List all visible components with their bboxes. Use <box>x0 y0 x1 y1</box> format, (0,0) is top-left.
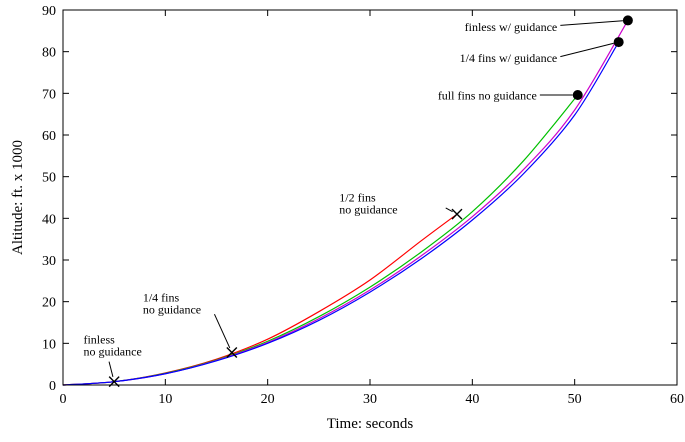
annotation-label: finless <box>83 332 115 346</box>
x-marker-stroke <box>108 376 120 388</box>
x-marker <box>108 376 120 388</box>
annotation-label: 1/4 fins <box>143 291 180 305</box>
annotation-label: no guidance <box>83 344 141 358</box>
x-marker <box>226 347 238 358</box>
y-tick-label: 0 <box>49 379 56 394</box>
series-line-2 <box>62 94 579 386</box>
annotation-label: 1/4 fins w/ guidance <box>460 51 558 65</box>
annotation-leader <box>108 361 114 377</box>
x-marker-stroke <box>451 208 463 220</box>
y-tick-label: 60 <box>42 129 56 144</box>
x-marker-stroke <box>226 347 238 358</box>
x-tick-label: 50 <box>568 392 582 407</box>
dot-marker <box>622 15 633 26</box>
y-tick-label: 70 <box>42 87 56 102</box>
annotation-leader <box>560 20 623 26</box>
y-tick-label: 50 <box>42 171 56 186</box>
x-tick-label: 60 <box>670 392 684 407</box>
annotation-label: finless w/ guidance <box>465 20 558 34</box>
series-layer <box>62 20 629 386</box>
x-marker <box>451 208 463 220</box>
x-tick-label: 20 <box>261 392 275 407</box>
series-line-4 <box>62 41 620 386</box>
x-tick-label: 10 <box>158 392 172 407</box>
y-tick-label: 10 <box>42 337 56 352</box>
annotation-label: 1/2 fins <box>339 191 376 205</box>
y-tick-label: 20 <box>42 296 56 311</box>
axes-layer: 0 10 20 30 40 50 60 0 10 20 30 40 50 60 70 80 90 <box>42 4 684 407</box>
annotation-label: full fins no guidance <box>438 89 537 103</box>
markers-layer <box>108 15 633 388</box>
y-tick-label: 80 <box>42 46 56 61</box>
x-tick-label: 30 <box>363 392 377 407</box>
x-axis-title: Time: seconds <box>327 416 414 432</box>
series-line-1 <box>62 213 458 386</box>
y-tick-label: 30 <box>42 254 56 269</box>
dot-marker <box>572 90 583 100</box>
annotation-leader <box>560 42 614 58</box>
annotation-leader <box>445 207 453 213</box>
x-tick-label: 0 <box>60 392 67 407</box>
y-tick-label: 90 <box>42 4 56 19</box>
y-axis-title: Altitude: ft. x 1000 <box>10 140 26 255</box>
x-tick-label: 40 <box>465 392 479 407</box>
y-tick-label: 40 <box>42 212 56 227</box>
annotation-leader <box>213 313 231 349</box>
annotation-label: no guidance <box>339 203 397 217</box>
dot-marker <box>613 37 624 48</box>
annotation-label: no guidance <box>143 303 201 317</box>
